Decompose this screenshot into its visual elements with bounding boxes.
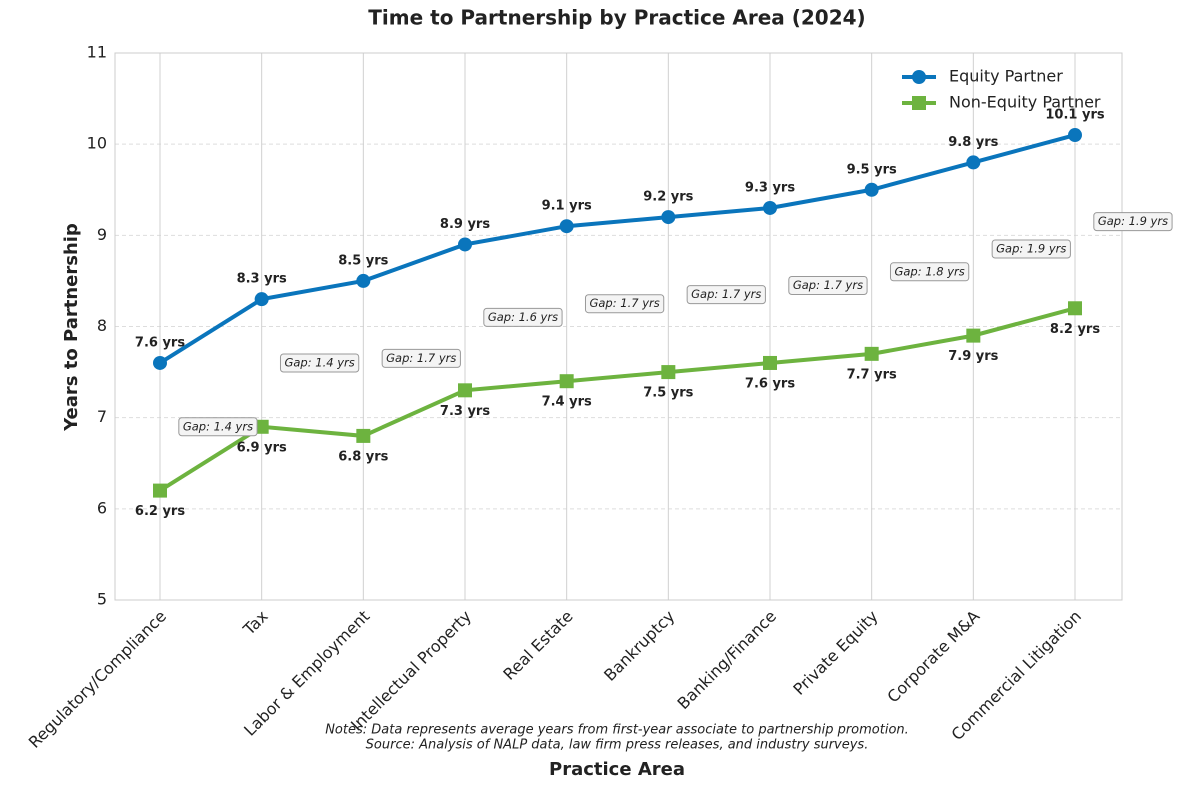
annotation: Gap: 1.4 yrs [279, 353, 360, 373]
y-tick-label: 8 [97, 316, 107, 335]
data-label: 7.9 yrs [948, 349, 998, 364]
annotation-text: Gap: 1.6 yrs [488, 310, 558, 324]
data-label: 6.8 yrs [338, 449, 388, 464]
marker [966, 155, 981, 170]
legend-label: Non-Equity Partner [949, 93, 1101, 112]
note: Notes: Data represents average years fro… [325, 723, 909, 738]
marker [864, 346, 879, 361]
data-label: 7.6 yrs [745, 376, 795, 391]
y-tick-label: 6 [97, 498, 107, 517]
annotation-text: Gap: 1.8 yrs [894, 264, 964, 278]
data-label: 9.1 yrs [542, 199, 592, 214]
marker [356, 428, 371, 443]
data-label: 7.6 yrs [135, 335, 185, 350]
legend-label: Equity Partner [949, 67, 1063, 86]
data-label: 10.1 yrs [1045, 108, 1104, 123]
y-tick-label: 9 [97, 225, 107, 244]
marker [254, 292, 269, 307]
legend-marker [912, 96, 926, 110]
y-axis-label: Years to Partnership [61, 223, 82, 432]
annotation-box [788, 275, 868, 295]
marker [356, 273, 371, 288]
data-label: 9.8 yrs [948, 135, 998, 150]
data-label: 8.5 yrs [338, 253, 388, 268]
data-label: 7.4 yrs [542, 395, 592, 410]
annotation: Gap: 1.9 yrs [1093, 212, 1173, 232]
plot-frame [114, 52, 1123, 601]
data-label: 7.7 yrs [847, 367, 897, 382]
annotation: Gap: 1.7 yrs [686, 285, 766, 305]
series-line [158, 133, 1076, 365]
annotation: Gap: 1.9 yrs [991, 239, 1071, 259]
y-tick-label: 7 [97, 407, 107, 426]
chart-title: Time to Partnership by Practice Area (20… [368, 6, 865, 30]
annotation-box [584, 294, 665, 314]
marker [153, 355, 167, 370]
marker [763, 355, 777, 370]
x-tick-label: Corporate M&A [883, 607, 983, 707]
marker [661, 365, 676, 380]
x-tick-label: Private Equity [789, 607, 881, 699]
data-label: 7.5 yrs [643, 386, 693, 401]
marker [1068, 128, 1082, 143]
marker [864, 182, 879, 197]
marker [559, 219, 574, 234]
marker [458, 237, 472, 252]
annotation-box [178, 417, 258, 437]
data-label: 8.9 yrs [440, 217, 490, 232]
y-tick-label: 10 [87, 134, 107, 153]
data-label: 9.5 yrs [847, 162, 897, 177]
x-axis-label: Practice Area [549, 759, 685, 780]
data-label: 9.2 yrs [643, 190, 693, 205]
annotation-box [1093, 212, 1173, 232]
marker [153, 483, 167, 498]
annotation-box [483, 307, 563, 327]
data-label: 7.3 yrs [440, 404, 490, 419]
data-label: 8.2 yrs [1050, 322, 1100, 337]
marker [254, 419, 269, 434]
y-tick-label: 11 [87, 43, 107, 62]
annotation-text: Gap: 1.4 yrs [284, 355, 354, 369]
annotation: Gap: 1.8 yrs [889, 262, 970, 282]
annotation-box [991, 239, 1071, 259]
annotation-text: Gap: 1.7 yrs [691, 287, 761, 301]
annotation-box [686, 285, 766, 305]
x-tick-label: Tax [239, 607, 272, 640]
annotation: Gap: 1.7 yrs [584, 294, 665, 314]
x-tick-label: Bankruptcy [600, 607, 678, 685]
data-label: 6.2 yrs [135, 504, 185, 519]
annotation-box [889, 262, 970, 282]
annotation-text: Gap: 1.7 yrs [793, 278, 863, 292]
note: Source: Analysis of NALP data, law firm … [366, 738, 869, 753]
x-tick-label: Real Estate [499, 607, 576, 684]
data-label: 6.9 yrs [237, 440, 287, 455]
annotation-box [279, 353, 360, 373]
annotation: Gap: 1.6 yrs [483, 307, 563, 327]
annotation-box [381, 348, 461, 368]
x-tick-label: Banking/Finance [674, 607, 780, 713]
annotation: Gap: 1.7 yrs [381, 348, 461, 368]
annotation: Gap: 1.7 yrs [788, 275, 868, 295]
marker [559, 374, 574, 389]
annotation-text: Gap: 1.7 yrs [386, 351, 456, 365]
data-label: 9.3 yrs [745, 180, 795, 195]
marker [661, 210, 676, 225]
marker [1068, 301, 1082, 316]
marker [966, 328, 981, 343]
annotation-text: Gap: 1.9 yrs [1098, 214, 1168, 228]
marker [458, 383, 472, 398]
annotation-text: Gap: 1.9 yrs [996, 242, 1066, 256]
marker [763, 200, 777, 215]
annotation: Gap: 1.4 yrs [178, 417, 258, 437]
annotation-text: Gap: 1.4 yrs [183, 419, 253, 433]
legend-marker [912, 70, 926, 84]
annotation-text: Gap: 1.7 yrs [589, 296, 659, 310]
data-label: 8.3 yrs [237, 272, 287, 287]
x-tick-label: Regulatory/Compliance [25, 607, 170, 752]
y-tick-label: 5 [97, 590, 107, 609]
series-line [158, 306, 1076, 493]
